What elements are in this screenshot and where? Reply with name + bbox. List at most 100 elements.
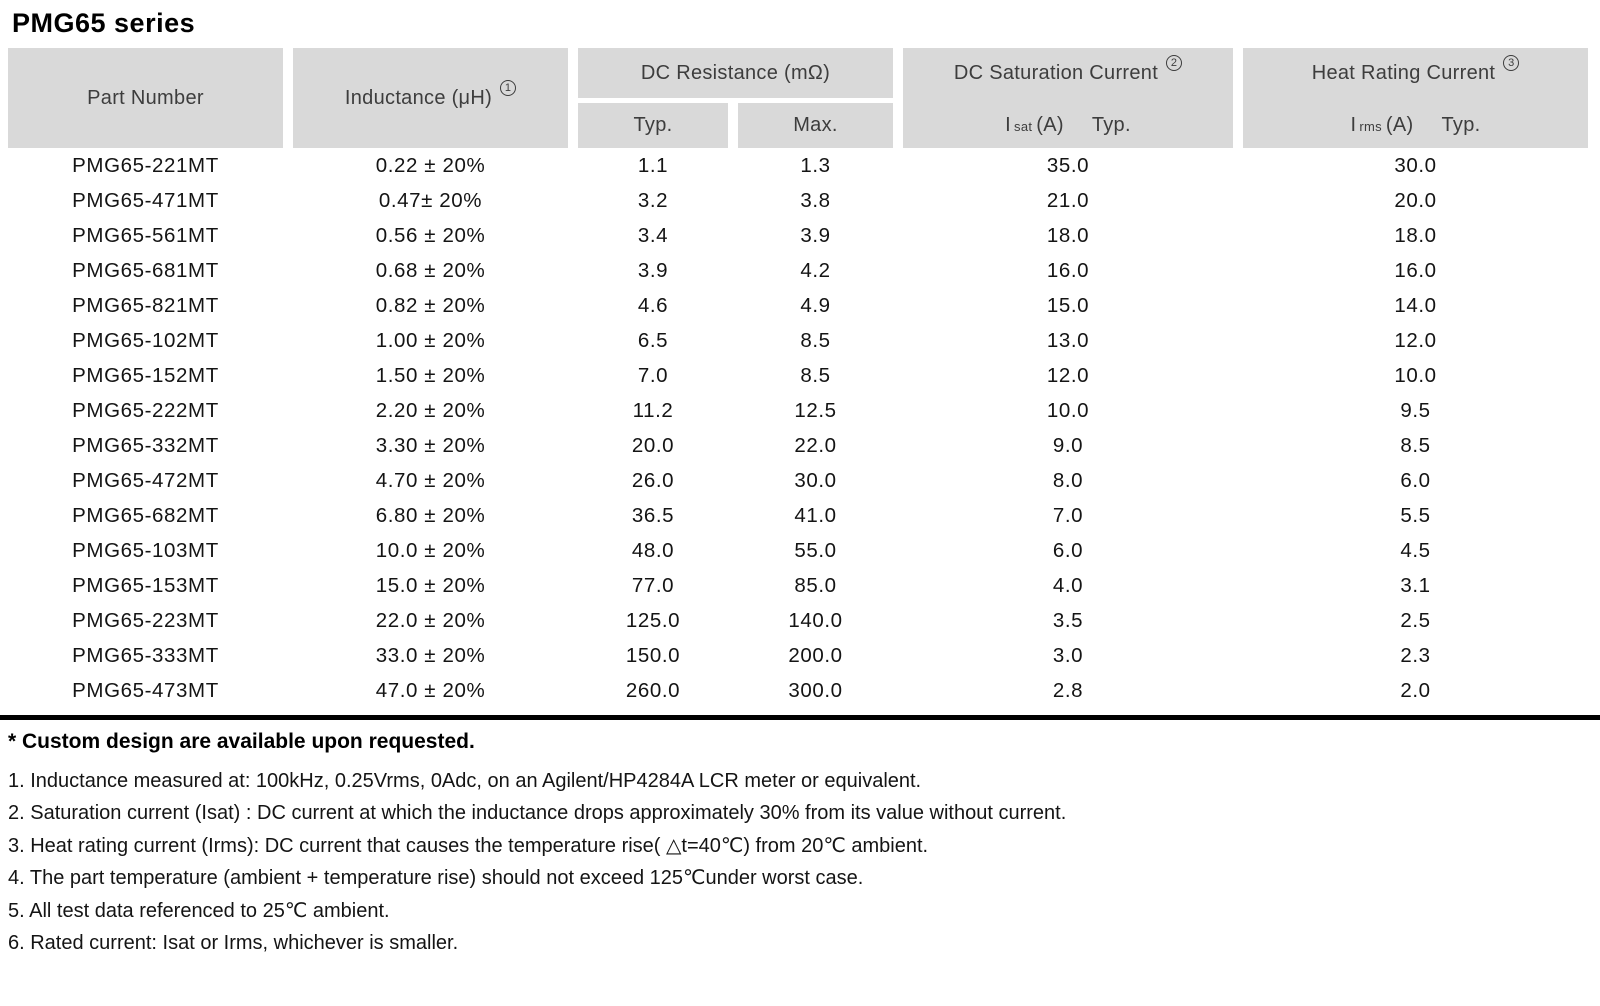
inductance-cell: 3.30 ± 20% xyxy=(375,433,486,457)
dcr-typ-cell: 7.0 xyxy=(637,363,669,387)
header-inductance: Inductance (μH) 1 xyxy=(293,48,568,148)
irms-cell: 14.0 xyxy=(1394,293,1437,317)
inductance-cell: 1.50 ± 20% xyxy=(375,363,486,387)
custom-design-note: * Custom design are available upon reque… xyxy=(8,729,475,753)
note-ref-3-icon: 3 xyxy=(1503,55,1520,71)
dcr-max-cell: 8.5 xyxy=(800,363,831,387)
inductance-cell: 6.80 ± 20% xyxy=(375,503,486,527)
irms-cell: 6.0 xyxy=(1400,468,1431,492)
inductance-cell: 1.00 ± 20% xyxy=(375,328,486,352)
part-number-cell: PMG65-103MT xyxy=(72,538,219,562)
dcr-typ-cell: 6.5 xyxy=(637,328,669,352)
header-dcr-max: Max. xyxy=(738,103,893,148)
dcr-typ-cell: 3.4 xyxy=(637,223,669,247)
header-dcr-typ-label: Typ. xyxy=(633,114,673,136)
dcr-max-cell: 8.5 xyxy=(800,328,831,352)
isat-unit: (A) xyxy=(1036,114,1064,136)
isat-symbol-subscript: sat xyxy=(1014,119,1033,134)
dcr-max-cell: 3.8 xyxy=(800,188,831,212)
inductance-cell: 0.22 ± 20% xyxy=(375,153,486,177)
part-number-cell: PMG65-473MT xyxy=(72,678,219,702)
page-title: PMG65 series xyxy=(12,8,196,38)
dcr-typ-cell: 1.1 xyxy=(637,153,669,177)
irms-cell: 16.0 xyxy=(1394,258,1437,282)
irms-cell: 2.3 xyxy=(1400,643,1431,667)
isat-cell: 10.0 xyxy=(1046,398,1090,422)
dcr-typ-cell: 36.5 xyxy=(631,503,675,527)
dcr-typ-cell: 150.0 xyxy=(625,643,681,667)
part-number-cell: PMG65-332MT xyxy=(72,433,219,457)
dcr-max-cell: 85.0 xyxy=(794,573,837,597)
parts-table: Part Number Inductance (μH) 1 DC Resista… xyxy=(8,48,1588,708)
dcr-max-cell: 55.0 xyxy=(794,538,837,562)
table-row: PMG65-332MT 3.30 ± 20% 20.0 22.0 9.0 8.5 xyxy=(8,428,1588,463)
part-number-cell: PMG65-333MT xyxy=(72,643,219,667)
irms-cell: 9.5 xyxy=(1400,398,1431,422)
table-bottom-rule xyxy=(0,715,1600,720)
dcr-typ-cell: 260.0 xyxy=(625,678,681,702)
dcr-max-cell: 4.2 xyxy=(800,258,831,282)
footnote-3: 3. Heat rating current (Irms): DC curren… xyxy=(8,834,929,857)
inductance-cell: 15.0 ± 20% xyxy=(375,573,486,597)
irms-cell: 5.5 xyxy=(1400,503,1431,527)
irms-cell: 4.5 xyxy=(1400,538,1431,562)
note-ref-1-icon: 1 xyxy=(500,80,517,96)
dcr-typ-cell: 26.0 xyxy=(631,468,675,492)
isat-cell: 4.0 xyxy=(1052,573,1084,597)
table-row: PMG65-152MT 1.50 ± 20% 7.0 8.5 12.0 10.0 xyxy=(8,358,1588,393)
dcr-typ-cell: 4.6 xyxy=(637,293,669,317)
dcr-typ-cell: 20.0 xyxy=(631,433,675,457)
inductance-cell: 2.20 ± 20% xyxy=(375,398,486,422)
dcr-max-cell: 300.0 xyxy=(788,678,843,702)
table-row: PMG65-223MT 22.0 ± 20% 125.0 140.0 3.5 2… xyxy=(8,603,1588,638)
datasheet-page: PMG65 series Part Number Inductance (μH)… xyxy=(0,6,1600,1006)
dcr-max-cell: 22.0 xyxy=(794,433,837,457)
header-saturation-label: DC Saturation Current xyxy=(953,61,1159,84)
isat-cell: 6.0 xyxy=(1052,538,1084,562)
footnote-1: 1. Inductance measured at: 100kHz, 0.25V… xyxy=(8,769,922,792)
header-part-number-label: Part Number xyxy=(87,86,204,109)
part-number-cell: PMG65-223MT xyxy=(72,608,219,632)
part-number-cell: PMG65-471MT xyxy=(72,188,219,212)
irms-cell: 12.0 xyxy=(1394,328,1437,352)
part-number-cell: PMG65-561MT xyxy=(72,223,219,247)
header-dc-resistance-label: DC Resistance (mΩ) xyxy=(640,61,831,84)
irms-cell: 2.5 xyxy=(1400,608,1431,632)
isat-cell: 9.0 xyxy=(1052,433,1084,457)
part-number-cell: PMG65-222MT xyxy=(72,398,219,422)
table-row: PMG65-821MT 0.82 ± 20% 4.6 4.9 15.0 14.0 xyxy=(8,288,1588,323)
table-row: PMG65-682MT 6.80 ± 20% 36.5 41.0 7.0 5.5 xyxy=(8,498,1588,533)
irms-symbol: I xyxy=(1350,114,1357,136)
inductance-cell: 33.0 ± 20% xyxy=(375,643,486,667)
isat-cell: 7.0 xyxy=(1052,503,1084,527)
part-number-cell: PMG65-102MT xyxy=(72,328,219,352)
irms-symbol-subscript: rms xyxy=(1359,119,1382,134)
isat-symbol: I xyxy=(1005,114,1012,136)
isat-cell: 12.0 xyxy=(1046,363,1090,387)
header-dcr-max-label: Max. xyxy=(793,114,838,136)
part-number-cell: PMG65-682MT xyxy=(72,503,219,527)
dcr-max-cell: 1.3 xyxy=(800,153,831,177)
dcr-max-cell: 30.0 xyxy=(794,468,837,492)
dcr-max-cell: 12.5 xyxy=(794,398,837,422)
footnotes: 1. Inductance measured at: 100kHz, 0.25V… xyxy=(8,765,1600,960)
isat-cell: 35.0 xyxy=(1046,153,1090,177)
isat-cell: 21.0 xyxy=(1046,188,1090,212)
dcr-max-cell: 140.0 xyxy=(788,608,843,632)
dcr-typ-cell: 11.2 xyxy=(632,398,674,422)
isat-typ-label: Typ. xyxy=(1091,114,1131,136)
table-row: PMG65-102MT 1.00 ± 20% 6.5 8.5 13.0 12.0 xyxy=(8,323,1588,358)
irms-cell: 3.1 xyxy=(1400,573,1431,597)
inductance-cell: 22.0 ± 20% xyxy=(375,608,486,632)
part-number-cell: PMG65-153MT xyxy=(72,573,219,597)
table-row: PMG65-153MT 15.0 ± 20% 77.0 85.0 4.0 3.1 xyxy=(8,568,1588,603)
irms-cell: 20.0 xyxy=(1394,188,1437,212)
dcr-typ-cell: 3.2 xyxy=(637,188,669,212)
table-row: PMG65-473MT 47.0 ± 20% 260.0 300.0 2.8 2… xyxy=(8,673,1588,708)
table-row: PMG65-472MT 4.70 ± 20% 26.0 30.0 8.0 6.0 xyxy=(8,463,1588,498)
table-header: Part Number Inductance (μH) 1 DC Resista… xyxy=(8,48,1588,148)
irms-typ-label: Typ. xyxy=(1441,114,1481,136)
